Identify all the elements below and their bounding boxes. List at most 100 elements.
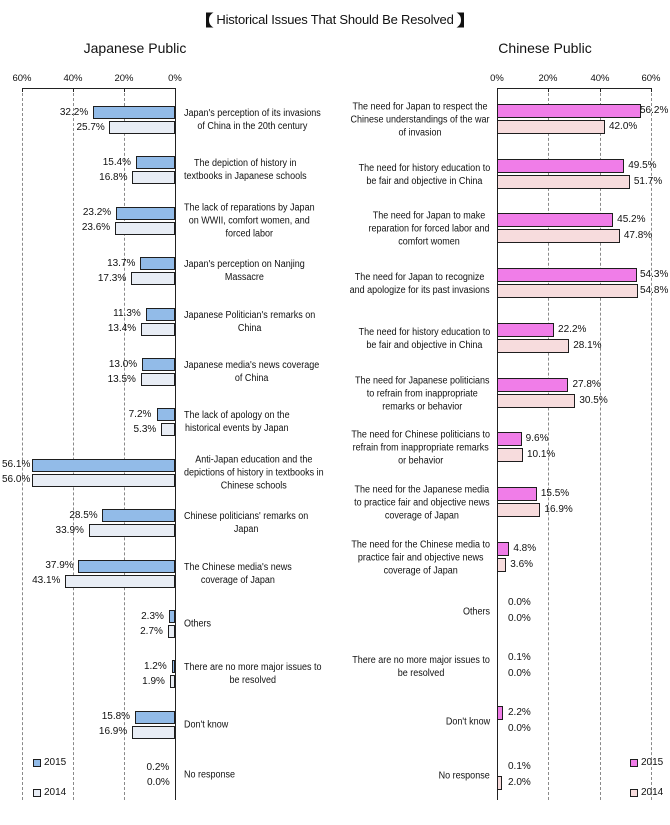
axis-tick-mark <box>73 88 74 92</box>
value-label: 25.7% <box>76 121 105 133</box>
x-axis-line <box>22 88 176 89</box>
category-label: The need for Japan to make reparation fo… <box>368 210 490 248</box>
bar-2014 <box>109 121 175 134</box>
page-title-text: Historical Issues That Should Be Resolve… <box>216 12 454 27</box>
value-label: 13.7% <box>107 257 136 269</box>
value-label: 1.2% <box>143 660 167 672</box>
bar-2015 <box>497 541 510 556</box>
value-label: 9.6% <box>525 433 549 445</box>
value-label: 28.1% <box>573 339 602 351</box>
bar-2014 <box>140 322 175 336</box>
category-label: The need for the Japanese media to pract… <box>354 484 490 522</box>
category-label: The need for history education to be fai… <box>358 162 490 187</box>
legend-swatch-2014 <box>630 789 638 797</box>
axis-tick-mark <box>600 88 601 92</box>
category-label: The lack of reparations by Japan on WWII… <box>184 202 315 240</box>
value-label: 45.2% <box>617 214 646 226</box>
bar-2014 <box>168 625 175 638</box>
bar-2014 <box>497 448 523 463</box>
value-label: 1.9% <box>142 675 165 687</box>
bar-2014 <box>131 725 175 739</box>
category-label: The need for history education to be fai… <box>358 326 490 351</box>
bar-2014 <box>497 338 570 353</box>
category-label: The need for the Chinese media to practi… <box>351 539 490 577</box>
left-bracket-icon <box>206 12 214 28</box>
bar-2014 <box>497 557 507 572</box>
category-label: The Chinese media's news coverage of Jap… <box>184 561 292 586</box>
value-label: 28.5% <box>69 509 98 521</box>
bar-2014 <box>497 120 605 134</box>
axis-tick-label: 40% <box>63 73 83 84</box>
bar-2015 <box>146 307 175 321</box>
value-label: 0.1% <box>508 761 531 773</box>
gridline <box>22 88 23 800</box>
value-label: 0.0% <box>508 668 531 679</box>
x-axis-line <box>497 88 652 89</box>
bar-2014 <box>497 174 630 189</box>
bar-2015 <box>115 206 175 220</box>
value-label: 47.8% <box>623 230 653 242</box>
category-label: There are no more major issues to be res… <box>352 655 490 679</box>
bar-2015 <box>156 408 175 422</box>
axis-tick-mark <box>548 88 549 92</box>
category-label: The need for Japanese politicians to ref… <box>355 375 490 412</box>
category-label: Others <box>462 606 490 618</box>
value-label: 15.5% <box>540 487 570 499</box>
bar-2015 <box>497 322 555 337</box>
category-label: Japanese Politician's remarks on China <box>184 309 316 334</box>
value-label: 42.0% <box>608 121 638 132</box>
bar-2015 <box>497 377 569 392</box>
chinese-public-title: Chinese Public <box>498 40 592 56</box>
axis-tick-label: 0% <box>490 73 504 84</box>
japanese-public-title: Japanese Public <box>83 40 187 56</box>
value-label: 43.1% <box>32 575 61 587</box>
value-label: 27.8% <box>572 378 601 390</box>
bar-2015 <box>141 358 175 371</box>
bar-2014 <box>497 776 503 791</box>
category-label: There are no more major issues to be res… <box>184 662 322 687</box>
value-label: 51.7% <box>633 175 663 187</box>
value-label: 2.7% <box>140 625 163 637</box>
legend-swatch-2015 <box>630 759 638 767</box>
category-label: Anti-Japan education and the depictions … <box>184 454 324 492</box>
value-label: 0.0% <box>508 722 531 734</box>
bar-2014 <box>161 423 175 437</box>
value-label: 15.4% <box>102 156 132 168</box>
bar-2014 <box>132 171 175 185</box>
axis-tick-mark <box>124 88 125 92</box>
value-label: 17.3% <box>97 272 127 284</box>
axis-tick-mark <box>22 88 23 92</box>
category-label: Japanese media's news coverage of China <box>184 360 320 384</box>
bar-2014 <box>497 229 620 244</box>
value-label: 56.1% <box>2 459 31 471</box>
value-label: 2.2% <box>508 706 531 718</box>
category-label: The need for Japan to respect the Chines… <box>350 101 490 139</box>
legend-label: 2014 <box>641 787 664 798</box>
bar-2015 <box>497 705 503 720</box>
axis-tick-mark <box>497 88 498 92</box>
value-label: 16.9% <box>544 503 573 515</box>
value-label: 15.8% <box>101 711 131 723</box>
bar-2015 <box>497 104 642 118</box>
value-label: 37.9% <box>45 560 74 572</box>
axis-tick-label: 60% <box>641 73 661 84</box>
value-label: 23.6% <box>81 222 111 234</box>
value-label: 3.6% <box>510 558 534 570</box>
legend-label: 2015 <box>641 757 664 768</box>
bar-2014 <box>32 473 175 487</box>
bar-2014 <box>65 574 175 588</box>
bar-2015 <box>92 106 175 119</box>
axis-tick-label: 0% <box>168 73 182 84</box>
value-label: 7.2% <box>128 408 152 420</box>
bar-2014 <box>114 221 175 235</box>
value-label: 13.5% <box>107 373 136 385</box>
value-label: 2.0% <box>508 777 531 789</box>
axis-tick-mark <box>651 88 652 92</box>
value-label: 33.9% <box>55 524 84 536</box>
bar-2015 <box>31 458 175 472</box>
right-bracket-icon <box>456 12 464 28</box>
bar-2014 <box>497 393 576 408</box>
category-label: No response <box>438 770 490 782</box>
bar-2015 <box>102 509 175 523</box>
